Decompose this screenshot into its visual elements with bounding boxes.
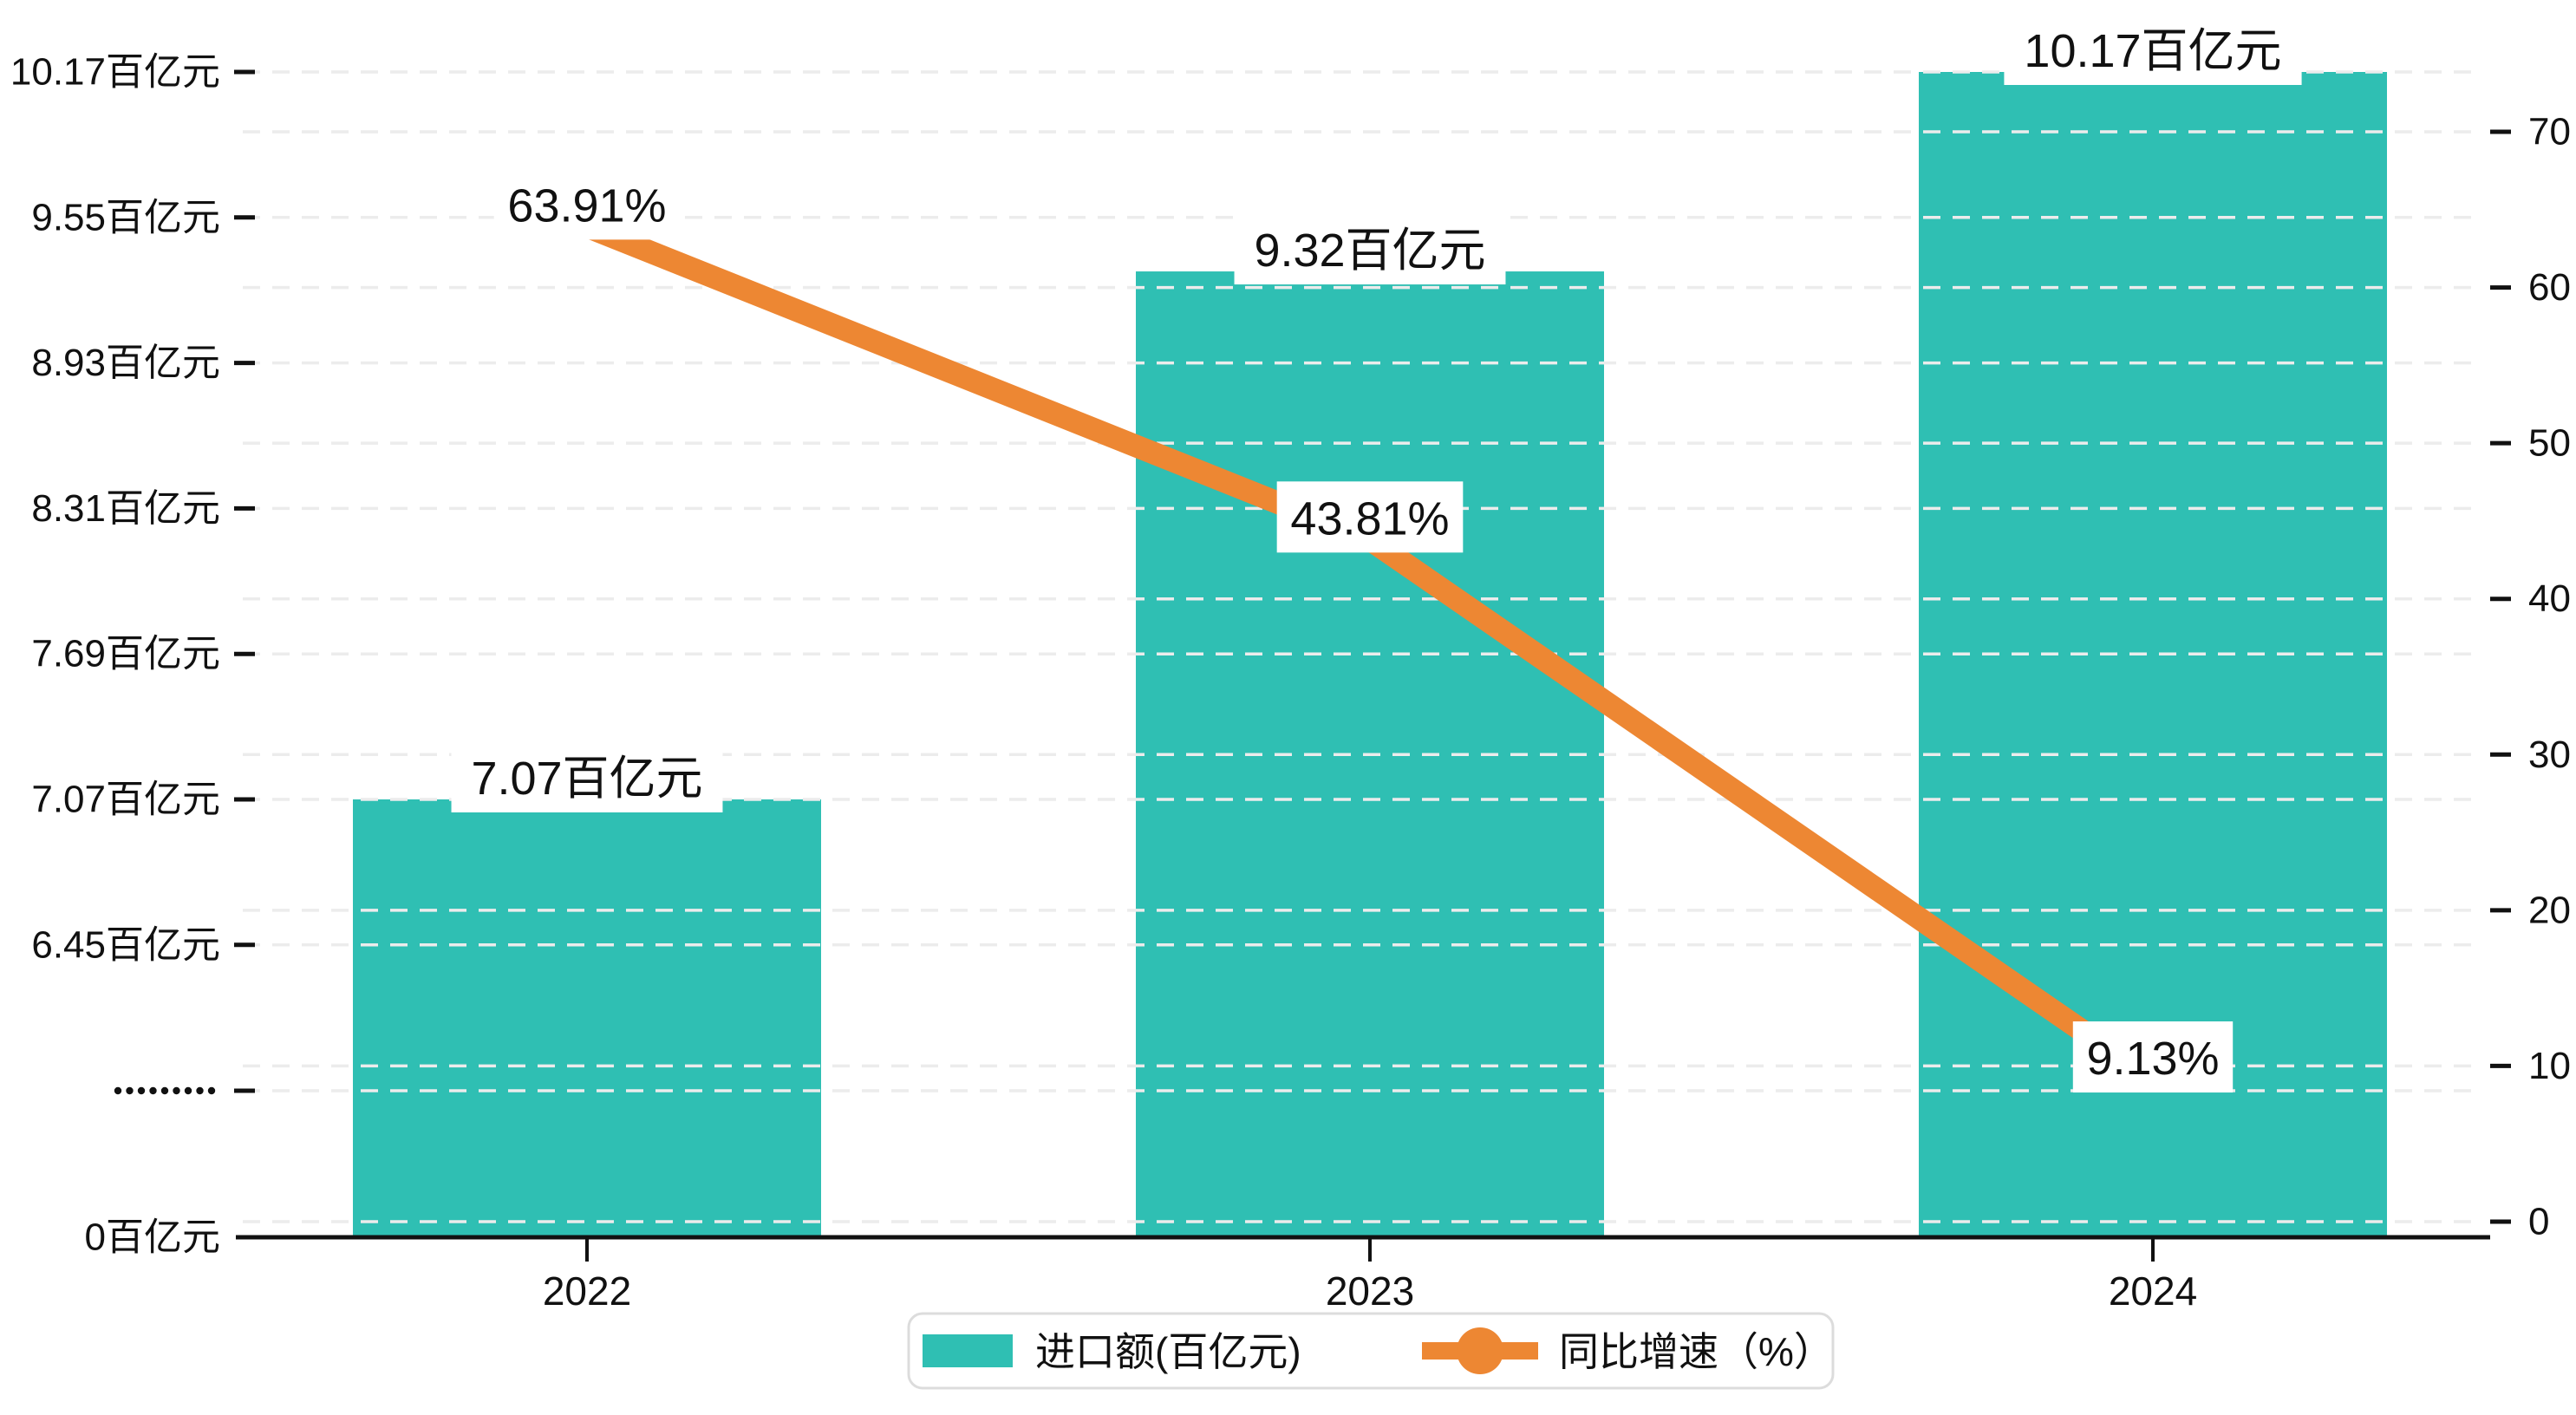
bar-label-2022: 7.07百亿元 [471,753,702,805]
legend: 进口额(百亿元) 同比增速（%） [907,1312,1835,1390]
line-label-2022-box [493,168,681,240]
right-tick-label-50: 50 [2528,422,2571,465]
right-tick-label-0: 0 [2528,1201,2549,1243]
left-tick-label-9.55: 9.55百亿元 [31,196,220,238]
bar-label-2023: 9.32百亿元 [1254,225,1485,277]
legend-box [907,1312,1835,1390]
line-label-2024-box [2072,1021,2234,1093]
axes: 10.17百亿元 9.55百亿元 8.93百亿元 8.31百亿元 7.69百亿元 7.07… [10,51,2571,1314]
data-labels: 7.07百亿元 9.32百亿元 10.17百亿元 63.91% 43.81% 9.13% [451,14,2302,1093]
bar-2022[interactable] [353,799,821,1237]
line-label-2024: 9.13% [2086,1033,2219,1085]
bar-label-2024-box [2004,14,2302,85]
axis-break-dot [160,1086,169,1095]
left-tick-label-0: 0百亿元 [85,1216,220,1259]
legend-line-dot [1457,1327,1503,1374]
legend-item-growth-rate[interactable]: 同比增速（%） [1422,1327,1834,1374]
left-tick-label-8.93: 8.93百亿元 [31,342,220,384]
axis-break-dot [126,1086,134,1095]
axis-break-dot [114,1086,122,1095]
legend-item-import-value[interactable]: 进口额(百亿元) [923,1329,1301,1374]
legend-label-growth-rate: 同比增速（%） [1559,1329,1834,1374]
legend-bar-swatch [923,1334,1013,1367]
right-tick-label-40: 40 [2528,577,2571,620]
bar-label-2022-box [451,741,723,812]
x-tick-label-2023: 2023 [1326,1268,1414,1314]
x-tick-label-2022: 2022 [543,1268,631,1314]
legend-label-import-value: 进口额(百亿元) [1035,1329,1301,1374]
left-tick-label-10.17: 10.17百亿元 [10,51,220,94]
bar-label-2023-box [1234,213,1506,285]
left-tick-label-8.31: 8.31百亿元 [31,487,220,530]
right-tick-label-10: 10 [2528,1045,2571,1087]
line-label-2022: 63.91% [507,179,666,231]
axis-break-dot [184,1086,192,1095]
right-tick-label-60: 60 [2528,266,2571,309]
line-label-2023-box [1276,481,1464,553]
line-label-2023: 43.81% [1290,492,1449,544]
axis-break-dot [207,1086,216,1095]
right-tick-label-20: 20 [2528,889,2571,931]
left-tick-label-6.45: 6.45百亿元 [31,923,220,966]
axis-break-dot [149,1086,157,1095]
axis-break-dot [196,1086,204,1095]
axis-break-dot [173,1086,180,1095]
right-tick-label-30: 30 [2528,734,2571,776]
left-tick-label-7.69: 7.69百亿元 [31,633,220,675]
x-tick-label-2024: 2024 [2109,1268,2197,1314]
bar-label-2024: 10.17百亿元 [2024,25,2281,77]
left-tick-label-7.07: 7.07百亿元 [31,779,220,821]
axis-break-dot [137,1086,146,1095]
right-tick-label-70: 70 [2528,111,2571,153]
